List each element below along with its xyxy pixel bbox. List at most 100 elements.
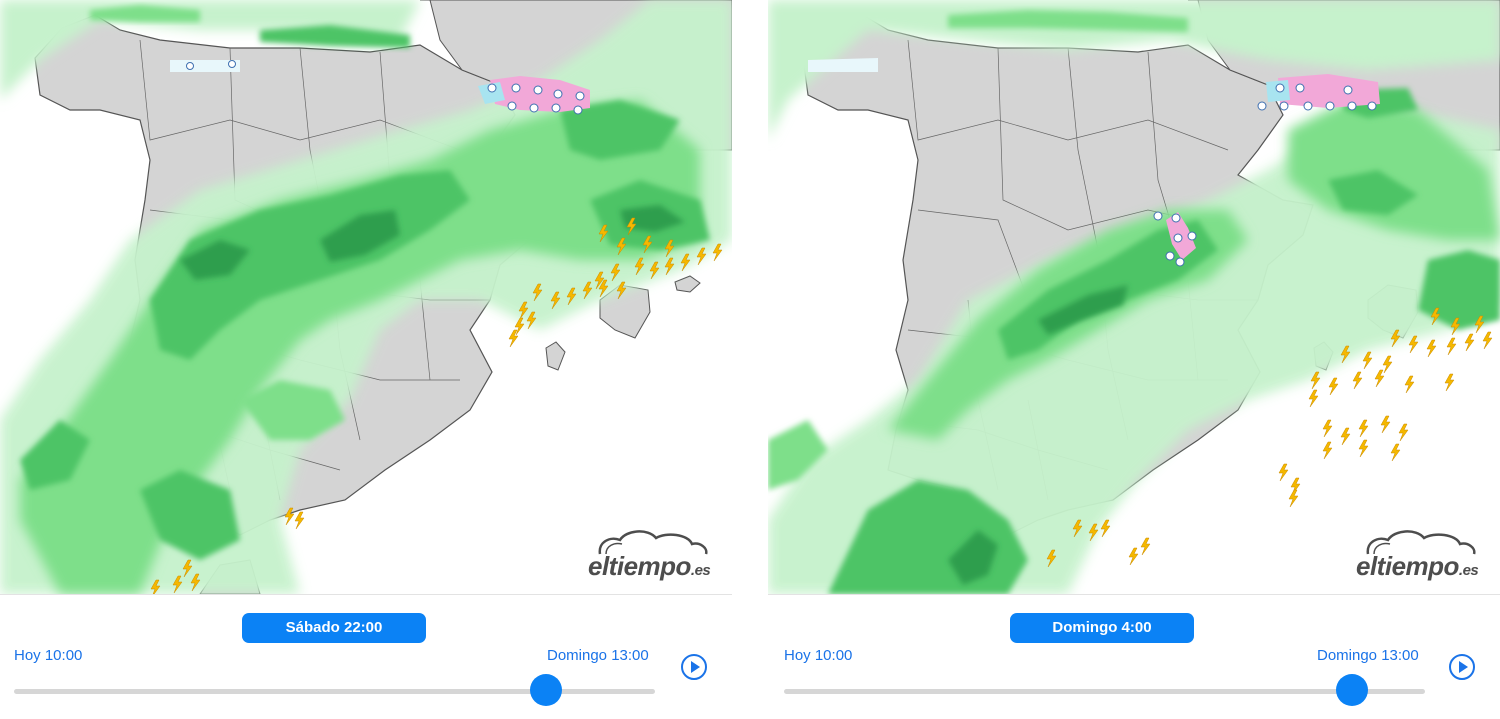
lightning-icon xyxy=(598,224,609,243)
forecast-panel-saturday: eltiempo.es Sábado 22:00 Hoy 10:00 Domin… xyxy=(0,0,732,719)
lightning-icon xyxy=(1328,377,1339,396)
snow-icon xyxy=(1171,213,1181,223)
rain-west xyxy=(20,420,90,490)
north-band xyxy=(948,10,1188,32)
lightning-icon xyxy=(1288,489,1299,508)
precipitation-map[interactable]: eltiempo.es xyxy=(0,0,732,594)
range-end-label: Domingo 13:00 xyxy=(1317,647,1419,664)
lightning-icon xyxy=(532,283,543,302)
lightning-icon xyxy=(1140,537,1151,556)
lightning-icon xyxy=(1340,345,1351,364)
rain-south-2 xyxy=(240,380,345,440)
snow-icon xyxy=(1257,101,1267,111)
snow-icon xyxy=(1367,101,1377,111)
lightning-icon xyxy=(1100,519,1111,538)
snow-icon xyxy=(1279,101,1289,111)
snow-area xyxy=(1278,74,1380,108)
snow-icon xyxy=(186,62,194,70)
lightning-icon xyxy=(1322,419,1333,438)
lightning-icon xyxy=(649,261,660,280)
eltiempo-logo: eltiempo.es xyxy=(1356,530,1486,582)
range-start-label: Hoy 10:00 xyxy=(784,647,853,664)
lightning-icon xyxy=(1430,307,1441,326)
precipitation-overlay xyxy=(0,0,732,594)
lightning-icon xyxy=(1444,373,1455,392)
lightning-icon xyxy=(182,559,193,578)
lightning-icon xyxy=(1390,329,1401,348)
timeline-controls: Sábado 22:00 Hoy 10:00 Domingo 13:00 xyxy=(0,594,732,719)
sleet-area-2 xyxy=(808,58,878,72)
lightning-icon xyxy=(508,329,519,348)
slider-thumb-icon[interactable] xyxy=(530,674,563,706)
slider-thumb-icon[interactable] xyxy=(1336,674,1369,706)
logo-tld-text: .es xyxy=(690,562,711,579)
snow-icon xyxy=(1295,83,1305,93)
lightning-icon xyxy=(1404,375,1415,394)
lightning-icon xyxy=(1474,315,1485,334)
eltiempo-logo: eltiempo.es xyxy=(588,530,718,582)
precipitation-map[interactable]: eltiempo.es xyxy=(768,0,1500,594)
lightning-icon xyxy=(616,237,627,256)
lightning-icon xyxy=(190,573,201,592)
lightning-icons xyxy=(150,217,723,594)
lightning-icon xyxy=(1072,519,1083,538)
timeline-track[interactable] xyxy=(14,689,655,694)
lightning-icon xyxy=(1310,371,1321,390)
north-band-2 xyxy=(260,25,410,48)
cloud-icon xyxy=(1366,530,1476,555)
rain-intense-area xyxy=(320,210,400,262)
snow-icon xyxy=(551,103,561,113)
cloud-icon xyxy=(598,530,708,555)
snow-icon xyxy=(1175,257,1185,267)
map-canvas xyxy=(768,0,1500,594)
lightning-icon xyxy=(1408,335,1419,354)
lightning-icon xyxy=(1290,477,1301,496)
lightning-icon xyxy=(626,217,637,236)
lightning-icon xyxy=(1398,423,1409,442)
north-band xyxy=(90,5,200,22)
lightning-icon xyxy=(642,235,653,254)
lightning-icon xyxy=(566,287,577,306)
lightning-icon xyxy=(514,317,525,336)
lightning-icon xyxy=(526,311,537,330)
lightning-icon xyxy=(518,301,529,320)
lightning-icon xyxy=(1308,389,1319,408)
lightning-icon xyxy=(284,507,295,526)
snow-icon xyxy=(511,83,521,93)
snow-icon xyxy=(507,101,517,111)
lightning-icon xyxy=(1482,331,1493,350)
lightning-icon xyxy=(1380,415,1391,434)
play-icon[interactable] xyxy=(1449,654,1475,680)
lightning-icon xyxy=(664,257,675,276)
snow-icon xyxy=(228,60,236,68)
lightning-icon xyxy=(1046,549,1057,568)
sleet-area xyxy=(478,82,505,104)
lightning-icon xyxy=(664,239,675,258)
lightning-icon xyxy=(634,257,645,276)
menorca xyxy=(674,275,701,293)
snow-icon xyxy=(1275,83,1285,93)
timeline-controls: Domingo 4:00 Hoy 10:00 Domingo 13:00 xyxy=(768,594,1500,719)
rain-light-north xyxy=(768,0,1500,140)
lightning-icon xyxy=(712,243,723,262)
lightning-icon xyxy=(610,263,621,282)
snow-icon xyxy=(1325,101,1335,111)
logo-tld-text: .es xyxy=(1458,562,1479,579)
rain-heavy-ne xyxy=(1328,170,1418,215)
snow-icon xyxy=(1347,101,1357,111)
lightning-icon xyxy=(594,271,605,290)
snow-icons xyxy=(186,60,585,115)
lightning-icon xyxy=(1340,427,1351,446)
rain-heavy-ne2 xyxy=(560,100,680,160)
lightning-icon xyxy=(1362,351,1373,370)
timeline-track[interactable] xyxy=(784,689,1425,694)
snow-icons xyxy=(1153,83,1377,267)
snow-icon xyxy=(573,105,583,115)
lightning-icon xyxy=(550,291,561,310)
rain-west xyxy=(768,420,828,490)
snow-icon xyxy=(575,91,585,101)
play-icon[interactable] xyxy=(681,654,707,680)
snow-icon xyxy=(553,89,563,99)
lightning-icon xyxy=(1358,419,1369,438)
lightning-icon xyxy=(1352,371,1363,390)
